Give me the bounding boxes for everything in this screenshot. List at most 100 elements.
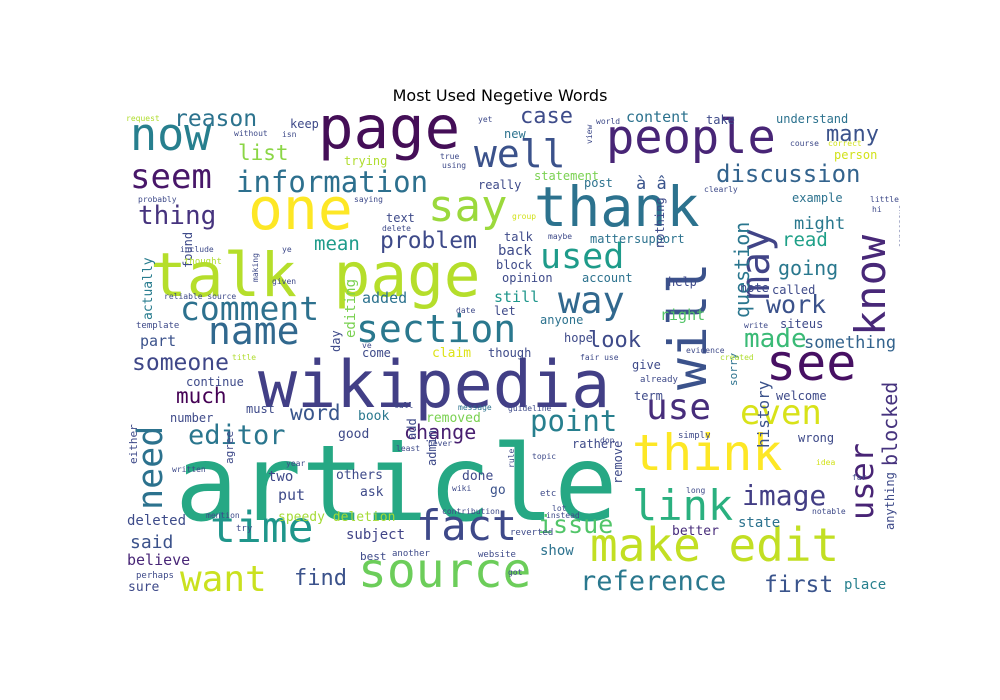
word-information: information (236, 165, 429, 199)
word-cloud: article wikipedia talk page page one thank wil… (125, 108, 900, 595)
word-long: long (686, 486, 706, 495)
word-put: put (278, 486, 306, 504)
word-fact: fact (416, 501, 518, 550)
word-perhaps: perhaps (136, 571, 174, 581)
word-state: state (738, 515, 781, 531)
word-right: right (660, 306, 706, 324)
word-place: place (844, 577, 887, 593)
word-got: got (508, 568, 523, 577)
word-question: question (730, 221, 754, 318)
word-notable: notable (812, 507, 846, 516)
word-reason: reason (174, 108, 258, 132)
word-understand: understand (776, 112, 849, 126)
word-delete: delete (382, 224, 411, 233)
word-without: without (234, 129, 268, 138)
word-must: must (246, 402, 275, 416)
word-many: many (826, 122, 879, 147)
word-case: case (520, 108, 573, 129)
word-probably: probably (138, 195, 177, 204)
word-idea: idea (816, 458, 836, 467)
word-way: way (558, 279, 625, 322)
word-year: year (286, 459, 306, 468)
word-talk: talk (504, 230, 533, 244)
word-least: least (396, 444, 421, 453)
word-much: much (176, 384, 227, 408)
word-note: note (740, 281, 769, 295)
word-thought: thought (184, 257, 222, 267)
word-say: say (428, 181, 508, 232)
word-well: well (474, 132, 566, 176)
word-keep: keep (290, 117, 319, 131)
word-reliable-source: reliable source (164, 292, 237, 301)
word-agree: agree (223, 430, 236, 464)
word-already: already (640, 375, 678, 385)
word-evidence: evidence (686, 346, 725, 355)
word-people: people (606, 110, 776, 165)
word-comment: comment (180, 289, 320, 328)
word-seem: seem (130, 157, 212, 197)
word-number: number (170, 411, 214, 425)
word-know: know (846, 234, 895, 336)
word-saying: saying (354, 195, 383, 204)
word-clearly: clearly (704, 185, 738, 194)
word-work: work (766, 290, 827, 319)
word-subject: subject (346, 527, 406, 543)
word-title: title (232, 353, 257, 362)
word-really: really (478, 178, 522, 192)
word-written: written (172, 465, 206, 474)
word-sure: sure (128, 580, 160, 595)
word-thank: thank (534, 175, 700, 239)
word-support: support (634, 232, 685, 246)
word-world: world (596, 117, 621, 126)
word-removed: removed (426, 411, 481, 426)
word-wikipedia: wikipedia (258, 348, 611, 423)
word-best: best (360, 550, 387, 563)
word-given: given (272, 277, 297, 286)
word-might: might (794, 214, 846, 234)
word-true: true (440, 152, 460, 161)
word-still: still (494, 288, 540, 306)
word-try: try (236, 524, 253, 534)
word-don: don (600, 436, 615, 445)
word-either: either (127, 424, 140, 464)
word-glyph: à â (636, 174, 667, 194)
word-issue: issue (538, 510, 614, 539)
word-link: link (632, 481, 734, 530)
word-change: change (404, 420, 477, 444)
word-history: history (754, 380, 773, 448)
word-help: help (668, 275, 697, 289)
word-continue: continue (186, 375, 244, 389)
word-welcome: welcome (776, 389, 827, 403)
word-point: point (530, 404, 618, 438)
word-claim: claim (432, 346, 472, 361)
word-ye: ye (282, 245, 292, 254)
word-going: going (778, 256, 839, 280)
word-rather: rather (572, 437, 616, 451)
word-instead: instead (546, 511, 580, 520)
word-hope: hope (564, 331, 593, 345)
word-far: far (852, 473, 867, 482)
word-guideline: guideline (508, 404, 552, 413)
word-article: article (175, 423, 618, 545)
word-come: come (362, 346, 391, 360)
word-correct: correct (828, 139, 862, 148)
word-trying: trying (344, 154, 388, 168)
word-section: section (356, 307, 517, 351)
word-part: part (140, 332, 177, 350)
word-fair-use: fair use (580, 353, 619, 362)
word-new: new (504, 127, 526, 141)
word-little: little (870, 195, 899, 204)
word-siteus: siteus (780, 317, 824, 331)
word-lot: lot (552, 504, 567, 513)
word-term: term (634, 389, 663, 403)
word-reference: reference (580, 566, 727, 595)
word-made: made (744, 324, 807, 354)
word-wiki: wiki (452, 484, 472, 493)
word-page: page (318, 108, 461, 162)
word-good: good (338, 427, 370, 442)
word-something: something (804, 333, 897, 353)
word-called: called (772, 283, 816, 297)
word-maybe: maybe (548, 232, 573, 241)
word-call: call (394, 401, 414, 410)
word-add: add (405, 418, 419, 440)
